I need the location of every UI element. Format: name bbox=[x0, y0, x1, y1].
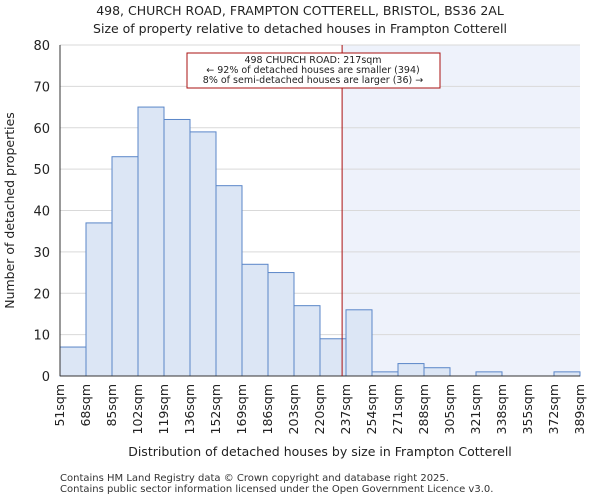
x-axis-label: Distribution of detached houses by size … bbox=[128, 444, 512, 459]
x-tick-label: 102sqm bbox=[130, 384, 145, 434]
y-tick-label: 60 bbox=[33, 122, 50, 137]
x-tick-label: 220sqm bbox=[312, 384, 327, 434]
y-tick-label: 80 bbox=[33, 39, 50, 54]
annotation-text: ← 92% of detached houses are smaller (39… bbox=[206, 65, 419, 76]
annotation-text: 498 CHURCH ROAD: 217sqm bbox=[244, 55, 381, 66]
y-tick-label: 20 bbox=[33, 287, 50, 302]
x-tick-label: 186sqm bbox=[260, 384, 275, 434]
bar bbox=[345, 309, 373, 377]
x-tick-label: 68sqm bbox=[78, 384, 93, 427]
bar bbox=[189, 131, 217, 377]
bar bbox=[137, 106, 165, 377]
bar bbox=[267, 272, 295, 377]
bar bbox=[423, 367, 451, 377]
x-tick-label: 271sqm bbox=[390, 384, 405, 434]
y-tick-label: 40 bbox=[33, 205, 50, 220]
y-tick-label: 50 bbox=[33, 163, 50, 178]
x-tick-label: 152sqm bbox=[208, 384, 223, 434]
x-tick-label: 119sqm bbox=[156, 384, 171, 434]
y-tick-label: 0 bbox=[42, 370, 50, 385]
x-tick-label: 85sqm bbox=[104, 384, 119, 427]
annotation-text: 8% of semi-detached houses are larger (3… bbox=[203, 75, 423, 86]
annotation-box bbox=[186, 52, 441, 89]
x-tick-label: 372sqm bbox=[546, 384, 561, 434]
x-tick-label: 203sqm bbox=[286, 384, 301, 434]
bar bbox=[397, 363, 425, 377]
bar bbox=[163, 118, 191, 377]
y-axis-label: Number of detached properties bbox=[2, 112, 17, 309]
x-tick-label: 355sqm bbox=[520, 384, 535, 434]
x-tick-label: 237sqm bbox=[338, 384, 353, 434]
bar bbox=[85, 222, 113, 377]
x-tick-label: 338sqm bbox=[494, 384, 509, 434]
footer-copyright: Contains HM Land Registry data © Crown c… bbox=[60, 473, 449, 484]
x-tick-label: 288sqm bbox=[416, 384, 431, 434]
bar bbox=[293, 305, 321, 377]
x-tick-label: 305sqm bbox=[442, 384, 457, 434]
x-tick-label: 389sqm bbox=[572, 384, 587, 434]
bar bbox=[215, 185, 243, 377]
footer-licence: Contains public sector information licen… bbox=[60, 484, 494, 495]
x-tick-label: 321sqm bbox=[468, 384, 483, 434]
bar bbox=[553, 371, 581, 377]
chart-title-line2: Size of property relative to detached ho… bbox=[93, 21, 507, 36]
chart-title-line1: 498, CHURCH ROAD, FRAMPTON COTTERELL, BR… bbox=[96, 3, 504, 18]
bar bbox=[371, 371, 399, 377]
bar bbox=[475, 371, 503, 377]
x-tick-label: 169sqm bbox=[234, 384, 249, 434]
bar bbox=[59, 346, 87, 377]
x-tick-label: 136sqm bbox=[182, 384, 197, 434]
y-tick-label: 70 bbox=[33, 80, 50, 95]
x-tick-label: 51sqm bbox=[52, 384, 67, 427]
bar bbox=[241, 263, 269, 377]
y-tick-label: 10 bbox=[33, 329, 50, 344]
x-tick-label: 254sqm bbox=[364, 384, 379, 434]
bar bbox=[111, 156, 139, 377]
y-tick-label: 30 bbox=[33, 246, 50, 261]
